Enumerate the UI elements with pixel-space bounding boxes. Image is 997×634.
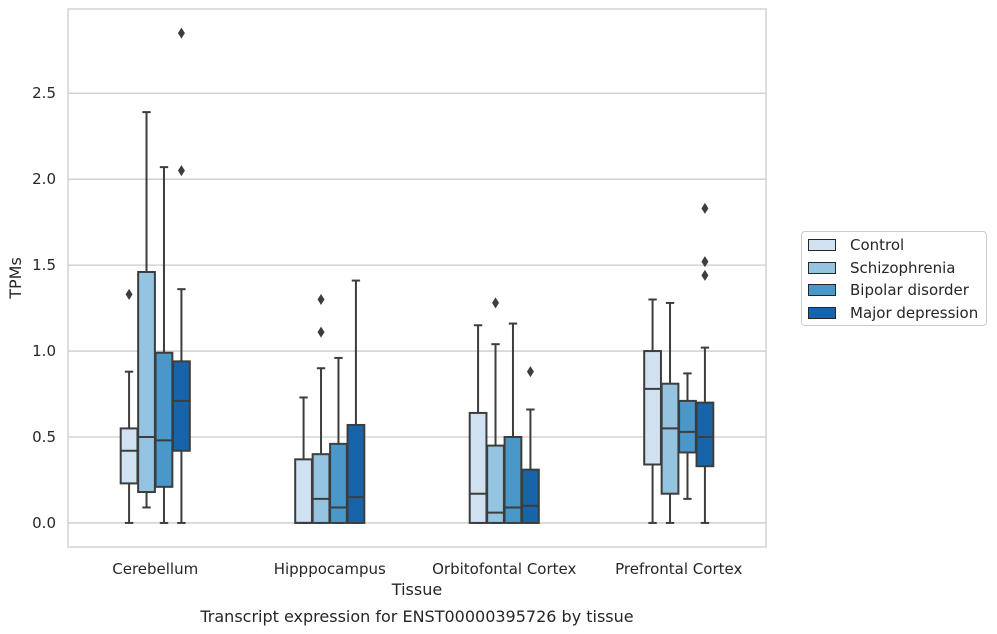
- box: [678, 399, 697, 454]
- boxes-group: [119, 27, 715, 524]
- y-axis-label: TPMs: [6, 257, 25, 300]
- box: [137, 270, 156, 493]
- box: [486, 444, 505, 524]
- y-tick-label: 2.5: [32, 84, 56, 102]
- plot-frame: [67, 8, 767, 548]
- box: [172, 360, 191, 452]
- legend-item: Control: [808, 234, 904, 256]
- box: [294, 458, 313, 524]
- box: [154, 351, 174, 488]
- outlier-point: [526, 366, 534, 378]
- legend-item: Major depression: [808, 302, 978, 324]
- box-group: [660, 301, 680, 524]
- box: [346, 423, 366, 524]
- chart-title: Transcript expression for ENST0000039572…: [199, 607, 633, 626]
- box: [468, 411, 488, 524]
- x-tick-label: Cerebellum: [112, 560, 198, 578]
- x-ticks: Cerebellum Hipppocampus Orbitofontal Corte…: [112, 560, 742, 578]
- legend-label: Bipolar disorder: [850, 281, 969, 299]
- legend-swatch: [808, 261, 836, 274]
- outlier-point: [701, 202, 709, 214]
- outlier-point: [317, 326, 325, 338]
- legend-item: Bipolar disorder: [808, 279, 969, 301]
- box: [643, 350, 662, 466]
- outlier-point: [177, 165, 185, 177]
- outlier-point: [701, 269, 709, 281]
- box-group: [154, 166, 174, 524]
- y-tick-label: 1.0: [32, 342, 56, 360]
- y-tick-label: 0.0: [32, 514, 56, 532]
- box: [695, 401, 715, 468]
- box-group: [486, 297, 505, 524]
- x-tick-label: Prefrontal Cortex: [615, 560, 742, 578]
- outlier-point: [125, 288, 133, 300]
- box-group: [294, 396, 313, 524]
- legend: Control Schizophrenia Bipolar disorder Majo…: [801, 231, 987, 326]
- box-group: [503, 322, 523, 524]
- x-tick-label: Hipppocampus: [274, 560, 386, 578]
- legend-label: Major depression: [850, 303, 979, 322]
- y-tick-label: 0.5: [32, 428, 56, 446]
- outlier-point: [317, 293, 325, 305]
- legend-label: Schizophrenia: [850, 258, 956, 277]
- box-group: [695, 202, 715, 524]
- box-group: [172, 27, 191, 524]
- box: [521, 468, 540, 524]
- box-group: [521, 366, 540, 524]
- box-group: [346, 279, 366, 524]
- y-ticks: 0.0 0.5 1.0 1.5 2.0 2.5: [32, 84, 56, 532]
- box: [660, 382, 680, 495]
- box-group: [678, 372, 697, 500]
- y-tick-label: 1.5: [32, 256, 56, 274]
- box: [311, 453, 331, 524]
- box-group: [311, 293, 331, 524]
- legend-swatch: [808, 306, 836, 319]
- box-group: [137, 111, 156, 509]
- box-group: [468, 324, 488, 524]
- box-group: [329, 356, 348, 524]
- legend-swatch: [808, 284, 836, 296]
- legend-item: Schizophrenia: [808, 257, 955, 279]
- x-tick-label: Orbitofontal Cortex: [432, 560, 576, 578]
- legend-swatch: [808, 239, 836, 251]
- box-group: [643, 298, 662, 524]
- box-group: [119, 288, 139, 524]
- outlier-point: [177, 27, 185, 39]
- outlier-point: [492, 297, 500, 309]
- box: [329, 442, 348, 524]
- outlier-point: [701, 256, 709, 268]
- box: [503, 435, 523, 524]
- legend-label: Control: [850, 236, 905, 254]
- y-tick-label: 2.0: [32, 170, 56, 188]
- x-axis-label: Tissue: [391, 580, 442, 599]
- box: [119, 427, 139, 485]
